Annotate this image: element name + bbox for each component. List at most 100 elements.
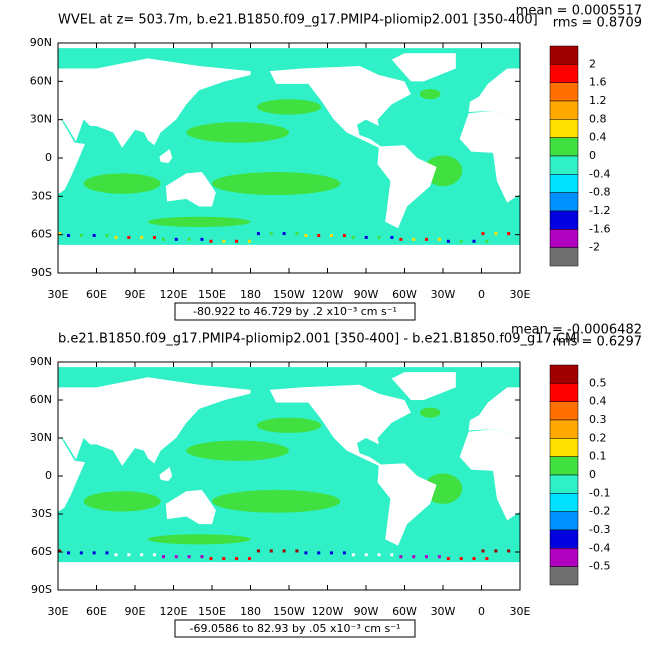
field-cell (79, 234, 83, 238)
field-cell (399, 555, 403, 559)
x-label: 150W (273, 605, 305, 618)
field-cell (317, 234, 321, 238)
field-patch (256, 99, 322, 115)
colorbar-box (549, 247, 579, 267)
field-cell (79, 551, 83, 555)
colorbar-box (549, 364, 579, 384)
field-cell (209, 239, 213, 243)
colorbar-label: -0.4 (589, 541, 610, 554)
land (621, 149, 634, 163)
y-label: 30N (30, 431, 52, 444)
x-label: 90E (125, 288, 146, 301)
colorbar-label: 0.4 (589, 395, 607, 408)
field-cell (399, 237, 403, 241)
colorbar-box (549, 174, 579, 193)
field-cell (485, 239, 489, 243)
colorbar-box (549, 45, 579, 65)
y-label: 60N (30, 393, 52, 406)
colorbar-box (549, 401, 579, 421)
x-label: 30E (48, 288, 69, 301)
field-patch (147, 216, 251, 227)
field-cell (187, 237, 191, 241)
rms-stat: rms = 0.6297 (553, 335, 642, 350)
colorbar-label: 0.1 (589, 450, 607, 463)
field-cell (58, 232, 61, 236)
land (58, 43, 251, 49)
land (250, 43, 520, 49)
map (58, 43, 634, 273)
field-cell (174, 237, 178, 241)
colorbar-box (549, 229, 579, 248)
field-cell (304, 234, 308, 238)
colorbar-box (549, 438, 579, 457)
field-patch (423, 155, 463, 187)
field-cell (446, 239, 450, 243)
colorbar-label: -0.4 (589, 167, 610, 180)
land (621, 467, 634, 481)
field-cell (377, 235, 381, 239)
x-label: 30E (48, 605, 69, 618)
field-cell (152, 553, 156, 557)
x-label: 180 (240, 605, 261, 618)
field-cell (377, 553, 381, 557)
field-cell (317, 551, 321, 555)
land (58, 377, 251, 466)
field-cell (412, 555, 416, 559)
field-cell (472, 557, 476, 561)
field-cell (295, 232, 299, 236)
x-label: 180 (240, 288, 261, 301)
colorbar-box (549, 192, 579, 212)
field-cell (140, 235, 144, 239)
land (165, 172, 216, 207)
field-cell (187, 555, 191, 559)
land (269, 66, 411, 148)
field-cell (459, 239, 463, 243)
x-label: 120E (160, 605, 188, 618)
colorbar-box (549, 119, 579, 138)
field-patch (83, 491, 161, 512)
land (628, 490, 647, 524)
field-cell (507, 549, 511, 553)
colorbar-label: 2 (589, 57, 596, 70)
x-label: 90E (125, 605, 146, 618)
x-label: 150W (273, 288, 305, 301)
colorbar-label: 0 (589, 149, 596, 162)
field-cell (459, 557, 463, 561)
colorbar-label: 0.2 (589, 431, 607, 444)
field-cell (425, 555, 429, 559)
colorbar-label: 0.5 (589, 376, 607, 389)
panel-title: WVEL at z= 503.7m, b.e21.B1850.f09_g17.P… (58, 13, 538, 28)
y-label: 90S (31, 583, 52, 596)
colorbar-label: -0.1 (589, 486, 610, 499)
field-cell (256, 549, 260, 553)
field-patch (419, 407, 441, 418)
field-cell (390, 553, 394, 557)
x-label: 60E (86, 288, 107, 301)
x-label: 120W (312, 605, 344, 618)
field-cell (330, 234, 334, 238)
field-cell (269, 232, 273, 236)
land (459, 429, 520, 521)
field-cell (282, 232, 286, 236)
x-label: 30E (510, 288, 531, 301)
colorbar-box (549, 82, 579, 102)
y-label: 30N (30, 113, 52, 126)
x-label: 120E (160, 288, 188, 301)
x-label: 0 (478, 605, 485, 618)
field-cell (114, 235, 118, 239)
field-cell (256, 232, 260, 236)
field-cell (342, 551, 346, 555)
field-cell (92, 551, 96, 555)
field-patch (186, 122, 289, 143)
field-cell (494, 549, 498, 553)
colorbar-label: -0.2 (589, 505, 610, 518)
x-label: 30E (510, 605, 531, 618)
field-cell (114, 553, 118, 557)
land (58, 58, 251, 148)
x-label: 30W (431, 288, 456, 301)
y-label: 0 (45, 151, 52, 164)
land (391, 372, 456, 400)
colorbar-label: -2 (589, 241, 600, 254)
info-text: -80.922 to 46.729 by .2 x10⁻³ cm s⁻¹ (193, 305, 397, 318)
field-cell (247, 557, 251, 561)
